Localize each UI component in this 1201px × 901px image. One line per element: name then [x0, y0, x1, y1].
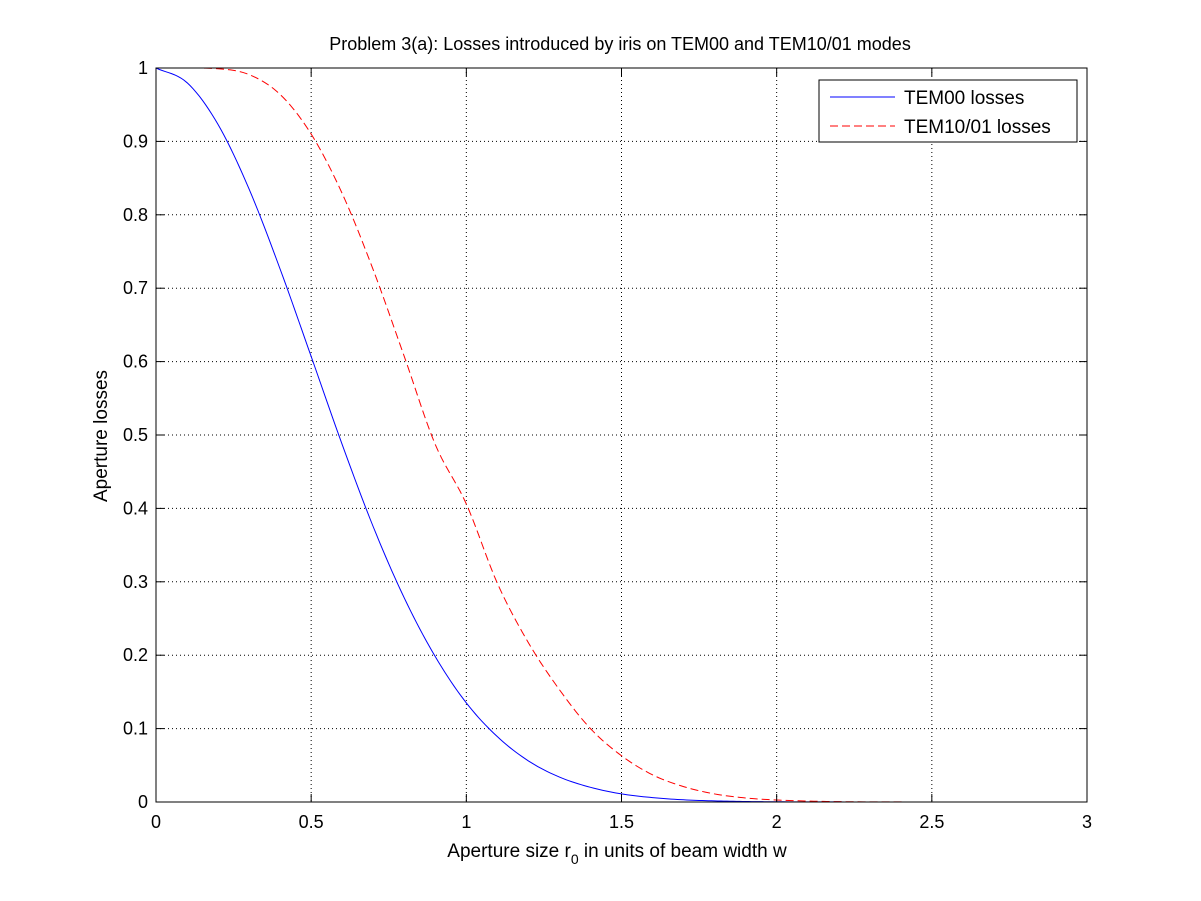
chart-title: Problem 3(a): Losses introduced by iris … [329, 34, 911, 54]
y-tick-label: 0.7 [123, 278, 148, 298]
legend-box [818, 79, 1078, 143]
legend: TEM00 losses TEM10/01 losses [818, 79, 1078, 143]
x-axis-label: Aperture size r0 in units of beam width … [447, 841, 787, 867]
x-tick-label: 0 [151, 812, 161, 832]
y-tick-label: 0.6 [123, 352, 148, 372]
series-tem1001-line [156, 67, 1087, 803]
y-tick-label: 0 [138, 792, 148, 812]
ticks [155, 67, 1088, 803]
x-tick-label: 1 [461, 812, 471, 832]
x-axis-label-subscript: 0 [571, 851, 579, 867]
x-axis-label-prefix: Aperture size r [447, 841, 571, 862]
y-tick-label: 0.5 [123, 425, 148, 445]
x-tick-label: 2.5 [919, 812, 944, 832]
y-tick-label: 0.4 [123, 498, 148, 518]
x-tick-label: 1.5 [609, 812, 634, 832]
y-tick-label: 0.3 [123, 572, 148, 592]
y-tick-label: 1 [138, 58, 148, 78]
tick-labels: 0 0.5 1 1.5 2 2.5 3 0 0.1 0.2 0.3 0.4 0.5 0.6 0.7 0.8 0.… [123, 58, 1092, 832]
y-tick-label: 0.2 [123, 645, 148, 665]
y-tick-label: 0.8 [123, 205, 148, 225]
legend-entry-tem1001: TEM10/01 losses [904, 117, 1051, 138]
legend-entry-tem00: TEM00 losses [904, 88, 1024, 109]
plot-area [156, 68, 1087, 802]
x-tick-label: 2 [772, 812, 782, 832]
x-tick-label: 3 [1082, 812, 1092, 832]
x-axis-label-suffix: in units of beam width w [579, 841, 787, 862]
y-axis-label: Aperture losses [91, 370, 112, 502]
x-tick-label: 0.5 [299, 812, 324, 832]
y-tick-label: 0.1 [123, 719, 148, 739]
y-tick-label: 0.9 [123, 131, 148, 151]
